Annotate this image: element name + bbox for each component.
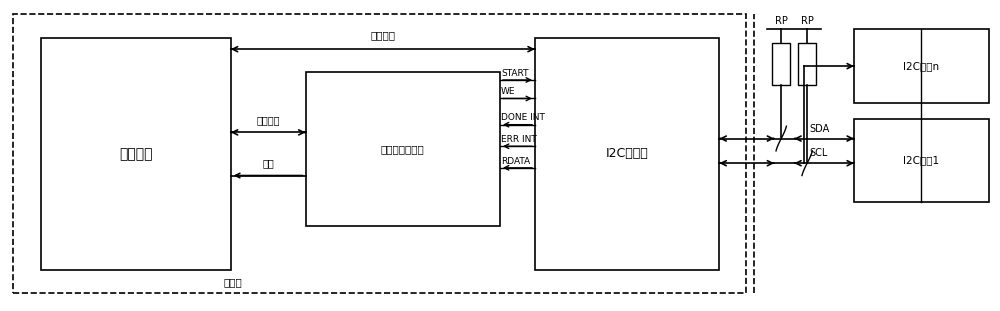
Text: 内部总线: 内部总线 bbox=[370, 30, 395, 40]
Bar bbox=[798, 43, 816, 85]
Text: I2C设备n: I2C设备n bbox=[903, 61, 939, 71]
Text: 内部总线: 内部总线 bbox=[256, 115, 280, 125]
Text: I2C设剹1: I2C设剹1 bbox=[903, 155, 939, 165]
Text: 主控制器: 主控制器 bbox=[119, 147, 153, 161]
Bar bbox=[306, 72, 500, 226]
Text: SDA: SDA bbox=[809, 124, 829, 134]
Text: 单芯片: 单芯片 bbox=[224, 277, 243, 287]
Text: 中断: 中断 bbox=[262, 158, 274, 168]
Text: SCL: SCL bbox=[809, 148, 828, 158]
Bar bbox=[41, 38, 231, 270]
Text: DONE INT: DONE INT bbox=[501, 114, 545, 123]
Bar bbox=[535, 38, 719, 270]
Bar bbox=[13, 14, 746, 293]
Bar bbox=[854, 118, 989, 202]
Text: ERR INT: ERR INT bbox=[501, 135, 537, 144]
Text: I2C控制器: I2C控制器 bbox=[606, 147, 649, 160]
Text: RP: RP bbox=[801, 16, 814, 26]
Text: START: START bbox=[501, 69, 528, 78]
Text: WE: WE bbox=[501, 87, 515, 96]
Bar bbox=[854, 29, 989, 103]
Bar bbox=[772, 43, 790, 85]
Text: 重复读写控制器: 重复读写控制器 bbox=[381, 144, 425, 154]
Text: RP: RP bbox=[775, 16, 788, 26]
Text: RDATA: RDATA bbox=[501, 156, 530, 165]
